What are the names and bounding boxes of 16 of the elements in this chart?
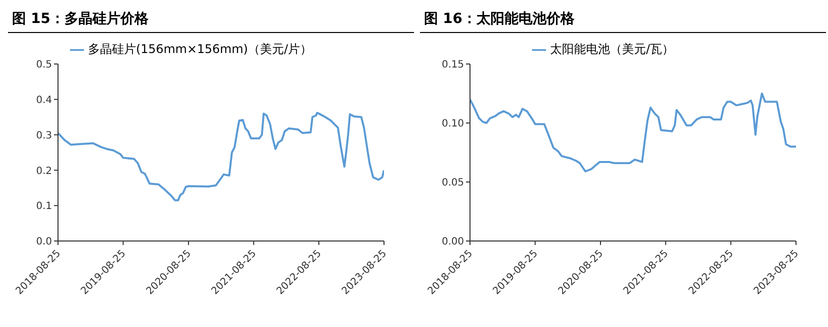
- chart-title: 图 15：多晶硅片价格: [8, 8, 414, 33]
- y-tick-label: 0.0: [36, 236, 52, 248]
- legend-label: 太阳能电池（美元/瓦）: [550, 42, 674, 56]
- y-tick-label: 0.10: [442, 118, 464, 130]
- line-series: [470, 92, 796, 172]
- y-tick-label: 0.15: [442, 60, 464, 71]
- y-tick-label: 0.3: [36, 130, 52, 142]
- y-tick-label: 0.4: [36, 94, 52, 106]
- y-tick-label: 0.05: [442, 178, 464, 189]
- y-tick-label: 0.5: [36, 60, 52, 71]
- legend-label: 多晶硅片(156mm×156mm)（美元/片）: [88, 42, 312, 56]
- chart-title: 图 16：太阳能电池价格: [420, 8, 826, 33]
- line-series: [58, 112, 384, 202]
- y-tick-label: 0.2: [36, 166, 52, 177]
- y-tick-label: 0.1: [36, 201, 52, 212]
- y-tick-label: 0.00: [442, 236, 464, 248]
